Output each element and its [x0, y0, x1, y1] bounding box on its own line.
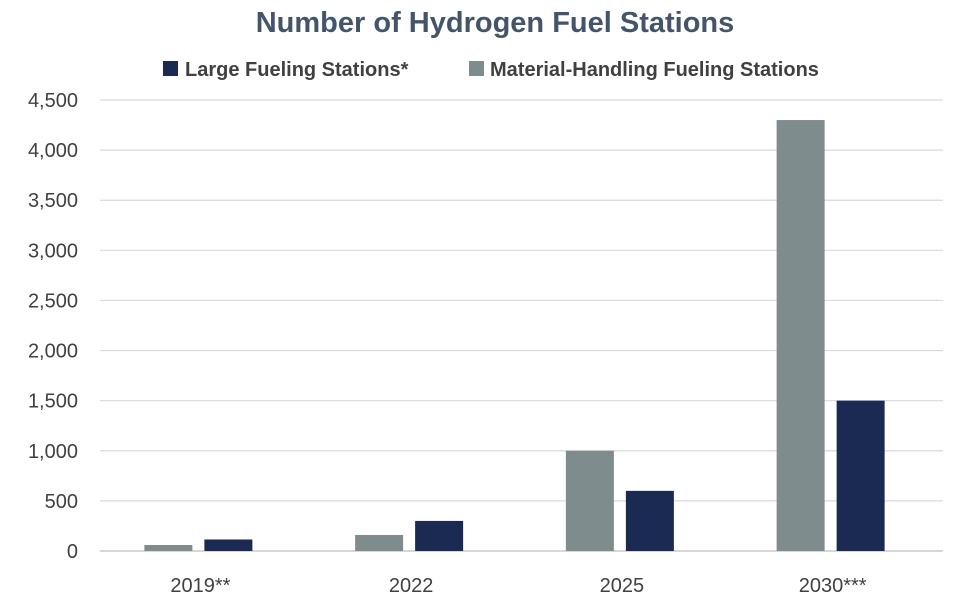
x-tick-label: 2019**	[170, 575, 230, 597]
x-tick-label: 2025	[600, 575, 645, 597]
y-tick-label: 500	[45, 491, 78, 513]
bar	[204, 539, 253, 551]
bar	[776, 120, 825, 552]
chart-title: Number of Hydrogen Fuel Stations	[256, 7, 735, 39]
bars	[144, 120, 885, 552]
x-axis: 2019** 2022 2025 2030***	[170, 575, 866, 597]
y-tick-label: 2,500	[28, 290, 78, 312]
x-tick-label: 2030***	[799, 575, 867, 597]
bar	[144, 544, 193, 551]
y-tick-label: 1,500	[28, 391, 78, 413]
legend-label: Large Fueling Stations*	[185, 59, 409, 81]
y-tick-label: 1,000	[28, 441, 78, 463]
gridlines	[100, 99, 943, 552]
y-tick-label: 4,000	[28, 140, 78, 162]
legend-swatch	[469, 61, 484, 76]
y-tick-label: 0	[67, 541, 78, 563]
y-tick-label: 3,000	[28, 240, 78, 262]
bar	[415, 520, 464, 551]
bar	[355, 534, 404, 551]
y-tick-label: 2,000	[28, 341, 78, 363]
bar	[565, 450, 614, 551]
legend-swatch	[163, 61, 178, 76]
y-tick-label: 3,500	[28, 190, 78, 212]
bar	[836, 400, 885, 551]
x-tick-label: 2022	[389, 575, 434, 597]
legend-label: Material-Handling Fueling Stations	[490, 59, 819, 81]
y-tick-label: 4,500	[28, 90, 78, 112]
legend: Large Fueling Stations* Material-Handling…	[163, 59, 819, 81]
y-axis: 0 500 1,000 1,500 2,000 2,500 3,000 3,500 4,000 4…	[28, 90, 78, 563]
bar	[625, 490, 674, 551]
